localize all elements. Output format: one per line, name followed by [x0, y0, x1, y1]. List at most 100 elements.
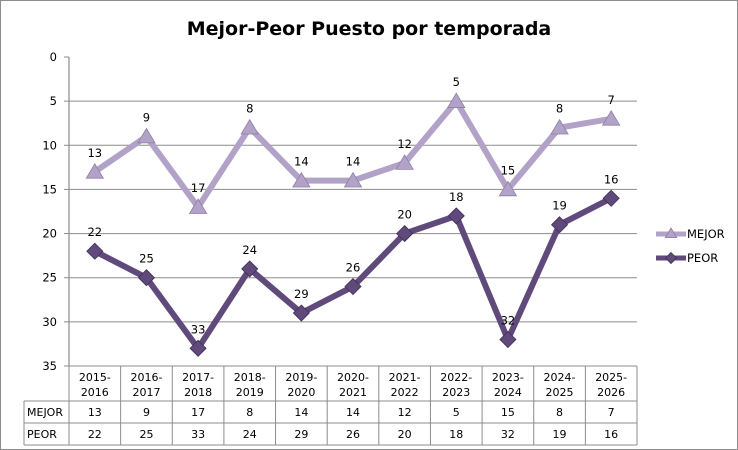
- legend-item-peor[interactable]: PEOR: [656, 251, 718, 265]
- chart-title: Mejor-Peor Puesto por temporada: [187, 18, 552, 40]
- data-point-marker: [137, 269, 156, 287]
- y-tick-label: 20: [42, 227, 57, 241]
- table-cell: 24: [243, 428, 257, 441]
- table-cell: 8: [246, 406, 253, 419]
- legend-label: PEOR: [687, 251, 718, 265]
- data-label: 15: [501, 163, 516, 177]
- legend-diamond-icon: [664, 251, 678, 265]
- data-label: 24: [242, 243, 257, 257]
- data-point-marker: [499, 330, 517, 349]
- x-category-label: 2020-2021: [337, 371, 369, 399]
- data-label: 8: [556, 102, 563, 116]
- series-peor: 22 25 33 24 29 26 20 18 32 19 16: [86, 172, 620, 357]
- data-point-marker: [86, 242, 104, 260]
- y-tick-label: 10: [42, 138, 57, 152]
- x-category-label: 2022-2023: [440, 371, 472, 399]
- table-cell: 7: [608, 406, 615, 419]
- data-point-marker: [137, 127, 156, 144]
- data-label: 32: [501, 314, 516, 328]
- data-label: 14: [294, 155, 309, 169]
- data-label: 9: [143, 110, 150, 124]
- table-cell: 26: [346, 428, 360, 441]
- table-cell: 29: [294, 428, 308, 441]
- y-tick-label: 30: [42, 315, 57, 329]
- y-tick-label: 35: [42, 359, 57, 373]
- table-cell: 5: [453, 406, 460, 419]
- table-cell: 17: [191, 406, 205, 419]
- table-row-label: PEOR: [27, 428, 57, 441]
- x-category-label: 2015-2016: [79, 371, 111, 399]
- data-label: 13: [87, 146, 102, 160]
- data-point-marker: [395, 154, 414, 170]
- gridlines: [69, 100, 637, 323]
- y-tick-label: 0: [50, 50, 57, 64]
- data-label: 25: [139, 252, 154, 266]
- table-cell: 14: [346, 406, 360, 419]
- table-cell: 19: [553, 428, 567, 441]
- data-point-marker: [85, 162, 105, 179]
- x-category-label: 2025-2026: [595, 371, 627, 399]
- data-point-marker: [189, 339, 207, 357]
- data-point-marker: [602, 189, 620, 207]
- table-cell: 13: [88, 406, 102, 419]
- data-label: 14: [346, 155, 361, 169]
- data-point-marker: [601, 110, 621, 126]
- x-category-label: 2023-2024: [492, 371, 524, 399]
- data-point-marker: [292, 171, 311, 188]
- legend-triangle-icon: [664, 227, 678, 239]
- table-row-label: MEJOR: [27, 406, 63, 419]
- data-point-marker: [550, 216, 569, 234]
- data-point-marker: [188, 198, 208, 214]
- data-label: 29: [294, 287, 309, 301]
- data-label: 17: [191, 181, 206, 195]
- x-category-label: 2024-2025: [544, 371, 576, 399]
- series-layer: 13 9 17 8 14 14 12 5 15 8 7 22 25 33 24 29 26 20 18 32 19 16: [85, 75, 621, 357]
- data-point-marker: [240, 118, 259, 135]
- y-tick-label: 5: [50, 94, 57, 108]
- table-cell: 22: [88, 428, 102, 441]
- table-cell: 9: [143, 406, 150, 419]
- data-label: 26: [346, 261, 361, 275]
- data-label: 12: [397, 137, 412, 151]
- legend-item-mejor[interactable]: MEJOR: [656, 227, 725, 241]
- data-table: 2015-20162016-20172017-20182018-20192019…: [23, 365, 638, 446]
- data-label: 33: [191, 322, 206, 336]
- data-point-marker: [447, 207, 465, 225]
- data-label: 22: [87, 225, 102, 239]
- x-category-label: 2017-2018: [182, 371, 214, 399]
- table-cell: 25: [139, 428, 153, 441]
- data-label: 8: [246, 102, 253, 116]
- data-point-marker: [396, 225, 414, 243]
- legend: MEJOR PEOR: [656, 227, 725, 265]
- table-cell: 14: [294, 406, 308, 419]
- data-label: 20: [397, 208, 412, 222]
- series-mejor: 13 9 17 8 14 14 12 5 15 8 7: [85, 75, 621, 214]
- table-cell: 20: [398, 428, 412, 441]
- data-point-marker: [498, 180, 518, 197]
- table-cell: 18: [449, 428, 463, 441]
- y-tick-label: 25: [42, 271, 57, 285]
- data-label: 5: [453, 75, 460, 89]
- data-label: 18: [449, 190, 464, 204]
- data-point-marker: [292, 304, 310, 322]
- data-point-marker: [344, 277, 362, 296]
- legend-label: MEJOR: [687, 227, 725, 241]
- data-point-marker: [550, 118, 569, 135]
- table-cell: 33: [191, 428, 205, 441]
- x-category-label: 2018-2019: [234, 371, 266, 399]
- y-axis: 0 5 10 15 20 25 30 35: [42, 50, 70, 373]
- table-cell: 12: [398, 406, 412, 419]
- x-category-label: 2021-2022: [389, 371, 421, 399]
- data-label: 7: [608, 93, 615, 107]
- data-point-marker: [241, 260, 259, 278]
- data-point-marker: [447, 92, 466, 108]
- y-tick-label: 15: [42, 182, 57, 196]
- table-cell: 8: [556, 406, 563, 419]
- data-point-marker: [343, 171, 363, 188]
- table-cell: 16: [604, 428, 618, 441]
- data-label: 19: [552, 199, 567, 213]
- x-category-label: 2019-2020: [285, 371, 317, 399]
- table-cell: 15: [501, 406, 515, 419]
